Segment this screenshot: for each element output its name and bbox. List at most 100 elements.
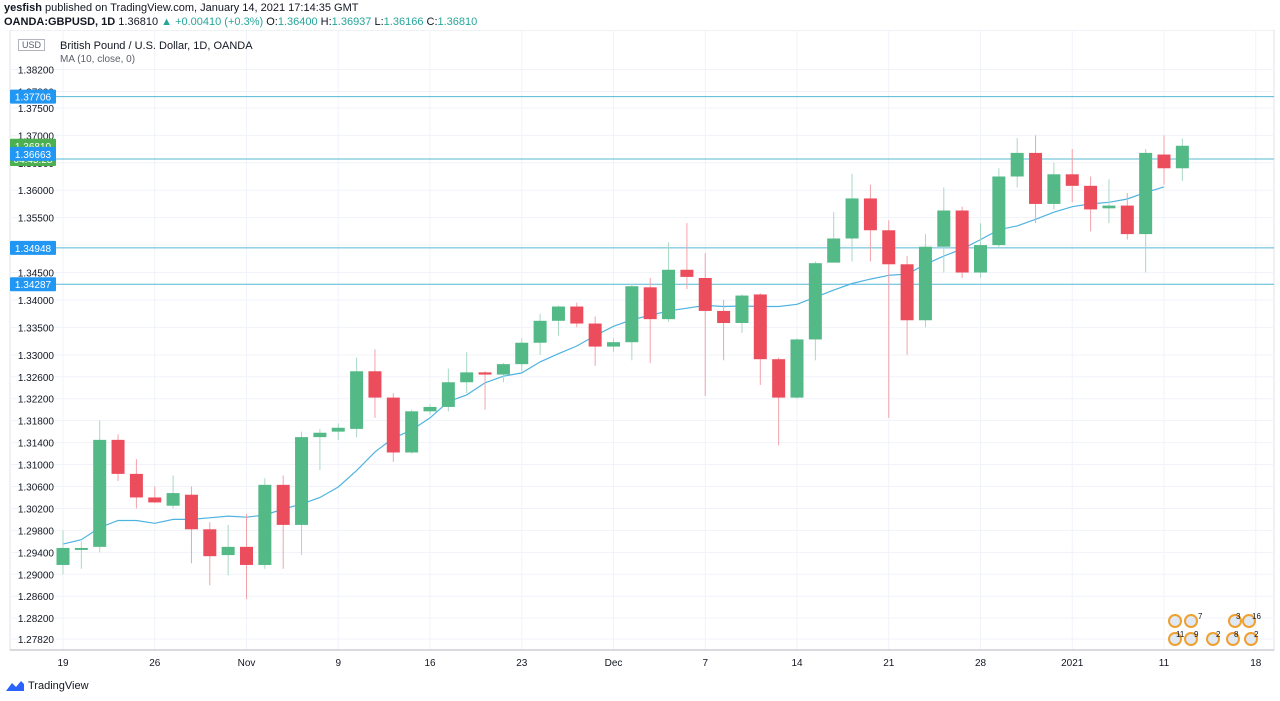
candle-body-up [808,263,822,340]
candle [478,371,492,410]
candle-body-down [1065,174,1079,186]
candle [753,293,767,385]
candle [827,212,841,263]
candle [1065,149,1079,203]
candle [955,206,969,278]
candle [772,357,786,446]
candle-body-up [258,484,272,565]
event-count: 2 [1254,630,1259,639]
candle [258,478,272,569]
candle-body-up [515,342,529,365]
candle [625,283,639,361]
event-count: 11 [1176,630,1185,639]
x-tick-label: 14 [791,658,803,669]
candle-body-down [753,294,767,360]
high-label: H: [320,16,332,28]
candle [918,234,932,328]
candle [974,223,987,278]
candle-body-up [735,295,749,323]
candle-body-down [203,529,217,557]
open-value: 1.36400 [277,16,318,28]
economic-events[interactable]: 7 3 16 11 9 2 8 2 [1166,612,1266,648]
candle-body-up [533,320,547,343]
y-tick-label: 1.37500 [18,104,55,115]
candle-body-down [1084,185,1098,210]
candle-body-up [1139,152,1153,235]
x-tick-label: Nov [238,658,256,669]
us-flag-icon[interactable] [1244,632,1258,646]
low-label: L: [374,16,384,28]
uk-flag-icon[interactable] [1168,614,1182,628]
candle [1010,138,1024,188]
price-labels: 1.377061.3681004:45:281.366631.349481.34… [10,89,56,292]
candle-body-up [441,382,455,407]
last-price: 1.36810 [118,16,159,28]
uk-flag-icon[interactable] [1184,614,1198,628]
candle-body-down [386,397,400,453]
candle [607,338,620,353]
candle [643,278,657,364]
candle [570,302,584,328]
uk-flag-icon[interactable] [1228,614,1242,628]
price-label-box [10,240,56,255]
candle [863,184,877,262]
ma-legend[interactable]: MA (10, close, 0) [60,54,136,65]
x-tick-label: 19 [57,658,69,669]
tradingview-icon [6,681,24,691]
tradingview-logo[interactable]: TradingView [6,680,89,692]
candle [184,486,198,564]
price-chart[interactable]: 1.382001.378001.375001.370001.365001.360… [0,30,1280,670]
author-name[interactable]: yesfish [4,2,42,14]
candle-body-down [1157,154,1171,169]
candle [1120,192,1134,240]
candle [441,368,455,412]
x-tick-label: 7 [702,658,708,669]
high-value: 1.36937 [331,16,372,28]
candle [1157,135,1171,185]
candle [1102,179,1116,224]
candle [386,393,400,462]
candle-body-down [276,484,290,525]
candle-body-up [295,437,309,525]
candle [221,524,235,576]
us-flag-icon[interactable] [1184,632,1198,646]
candle-body-up [56,547,70,565]
candle [808,261,822,361]
candle-body-down [882,230,896,265]
x-tick-label: 28 [975,658,987,669]
candle [1029,135,1043,224]
price-label-box [10,146,56,161]
candle-body-up [423,406,437,412]
candle [166,475,180,509]
publish-text: published on TradingView.com, January 14… [44,2,359,14]
candle [680,223,694,289]
us-flag-icon[interactable] [1168,632,1182,646]
currency-label[interactable]: USD [18,39,46,51]
candle [74,541,88,569]
candle-body-up [845,198,859,239]
candle [698,253,712,396]
candle-body-up [166,493,180,506]
candle-body-down [588,323,602,347]
candle-body-up [1047,174,1061,204]
legend-title[interactable]: British Pound / U.S. Dollar, 1D, OANDA [60,40,253,52]
y-tick-label: 1.32200 [18,395,55,406]
chart-grid [9,30,1275,651]
candle [276,475,290,569]
candle-body-up [937,210,951,247]
candle [313,428,327,471]
y-tick-label: 1.29800 [18,526,55,537]
candle-body-up [607,342,620,347]
price-label-text: 1.34948 [15,244,52,255]
uk-flag-icon[interactable] [1242,614,1256,628]
candle-body-up [496,364,510,375]
candle-body-up [74,547,88,550]
us-flag-icon[interactable] [1226,632,1240,646]
candle [111,434,125,482]
us-flag-icon[interactable] [1206,632,1220,646]
y-tick-label: 1.38200 [18,66,55,77]
time-axis: 19 26 Nov 9 16 23 Dec 7 14 21 28 2021 11 18 [10,649,1274,669]
candle-body-down [772,359,786,398]
symbol-name: OANDA:GBPUSD, 1D [4,16,116,28]
y-tick-label: 1.37000 [18,131,55,142]
